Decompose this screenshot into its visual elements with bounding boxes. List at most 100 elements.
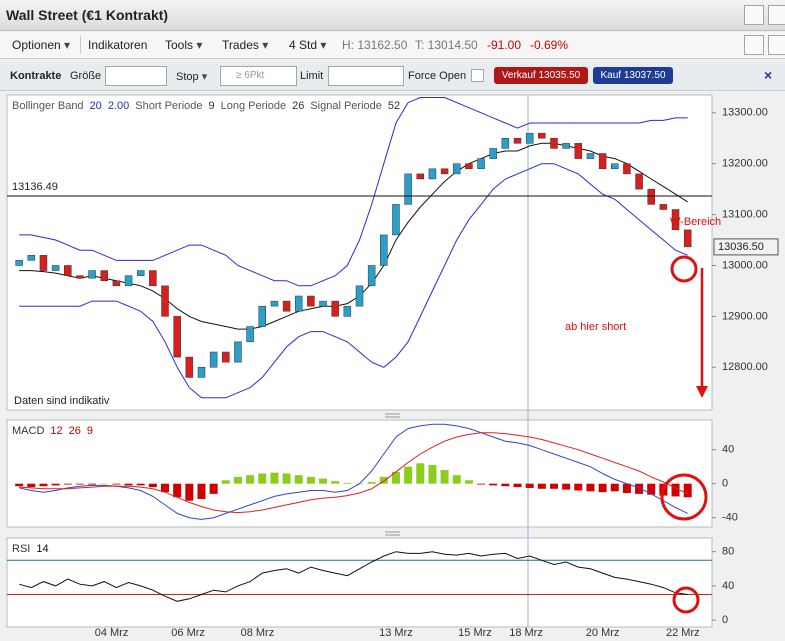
indicator-label: 2.00 — [108, 100, 129, 112]
last-price-label: 13036.50 — [718, 241, 764, 253]
candle — [367, 265, 376, 287]
candle — [100, 270, 108, 281]
x-tick-label: 20 Mrz — [586, 627, 620, 639]
overlay-line — [19, 163, 688, 399]
last-price-box — [713, 238, 779, 256]
menu[interactable]: Indikatoren — [88, 38, 148, 52]
candle — [294, 295, 303, 312]
window-title: Wall Street (€1 Kontrakt) — [6, 7, 169, 23]
histogram-bar — [100, 483, 109, 485]
main-panel — [6, 94, 713, 411]
y-tick-label: 13200.00 — [722, 158, 768, 170]
candle — [161, 285, 169, 317]
candle — [124, 275, 133, 287]
limit-input[interactable] — [328, 66, 404, 86]
candle — [112, 280, 121, 287]
y-tick-label: 40 — [722, 580, 734, 592]
histogram-bar — [246, 475, 255, 484]
candle — [258, 305, 267, 327]
histogram-bar — [294, 475, 303, 484]
histogram-bar — [343, 482, 352, 484]
histogram-bar — [404, 466, 413, 484]
candle — [185, 356, 194, 378]
candle — [574, 143, 583, 159]
arrow-head — [696, 386, 708, 398]
histogram-bar — [51, 483, 60, 486]
menu[interactable]: 4 Std — [289, 38, 326, 52]
histogram-bar — [233, 476, 242, 484]
x-tick-label: 06 Mrz — [171, 627, 205, 639]
histogram-bar — [306, 476, 315, 484]
close-window-button[interactable] — [768, 5, 785, 25]
candle — [136, 270, 145, 276]
histogram-bar — [428, 465, 437, 484]
candle — [586, 153, 595, 159]
candle — [343, 305, 352, 317]
histogram-bar — [197, 483, 206, 499]
candle — [355, 285, 364, 307]
stop-input[interactable] — [220, 66, 297, 86]
histogram-bar — [88, 483, 97, 485]
menu[interactable]: Optionen — [12, 38, 70, 52]
close-order-bar[interactable]: × — [764, 67, 773, 83]
order-bar: Kontrakte Größe Stop ≥ 6Pkt Limit Force … — [0, 62, 785, 91]
note: Daten sind indikativ — [14, 395, 110, 407]
restore-button[interactable] — [744, 5, 764, 25]
candle — [51, 265, 60, 271]
histogram-bar — [124, 483, 133, 486]
highlight-circle — [672, 586, 700, 614]
force-open-checkbox[interactable] — [471, 69, 484, 82]
buy-button[interactable]: Kauf 13037.50 — [593, 67, 673, 84]
candle — [331, 300, 339, 317]
candle — [465, 163, 473, 170]
limit-label: Limit — [300, 70, 324, 82]
histogram-bar — [574, 483, 583, 491]
candle — [513, 138, 522, 144]
histogram-bar — [525, 483, 534, 488]
y-tick-label: 0 — [722, 478, 728, 490]
sell-button[interactable]: Verkauf 13035.50 — [494, 67, 588, 84]
histogram-bar — [647, 483, 656, 495]
histogram-bar — [112, 483, 121, 485]
candle — [282, 300, 291, 312]
x-tick-label: 13 Mrz — [379, 627, 413, 639]
histogram-bar — [477, 483, 486, 485]
indicator-label: RSI — [12, 543, 30, 555]
y-tick-label: 12900.00 — [722, 310, 768, 322]
y-tick-label: 80 — [722, 546, 734, 558]
reference-label: 13136.49 — [12, 181, 58, 193]
y-tick-label: 13000.00 — [722, 259, 768, 271]
histogram-bar — [319, 478, 328, 484]
histogram-bar — [464, 480, 473, 484]
candle — [209, 351, 218, 368]
indicator-label: Long Periode — [221, 100, 286, 112]
histogram-bar — [586, 483, 595, 492]
candle — [319, 300, 327, 307]
candle — [149, 270, 157, 287]
candle — [64, 265, 72, 276]
edit-button[interactable] — [768, 35, 785, 55]
stop-label[interactable]: Stop — [176, 70, 207, 83]
histogram-bar — [513, 483, 522, 488]
change: -91.00 — [487, 38, 522, 52]
histogram-bar — [416, 463, 425, 484]
candle — [15, 260, 23, 266]
x-tick-label: 08 Mrz — [241, 627, 275, 639]
indicator-label: 20 — [90, 100, 102, 112]
y-tick-label: 12800.00 — [722, 361, 768, 373]
candle — [489, 148, 497, 159]
histogram-bar — [63, 483, 72, 485]
size-input[interactable] — [105, 66, 167, 86]
menu[interactable]: Tools — [165, 38, 202, 52]
indicator-label: Short Periode — [135, 100, 202, 112]
candle — [173, 316, 181, 358]
high: H: 13162.50 — [342, 38, 408, 52]
candle — [671, 209, 680, 231]
candle — [428, 168, 437, 180]
histogram-bar — [549, 483, 558, 489]
info-button[interactable] — [744, 35, 764, 55]
indicator-label: 9 — [209, 100, 215, 112]
histogram-bar — [562, 483, 571, 490]
candle — [307, 295, 315, 307]
menu[interactable]: Trades — [222, 38, 268, 52]
